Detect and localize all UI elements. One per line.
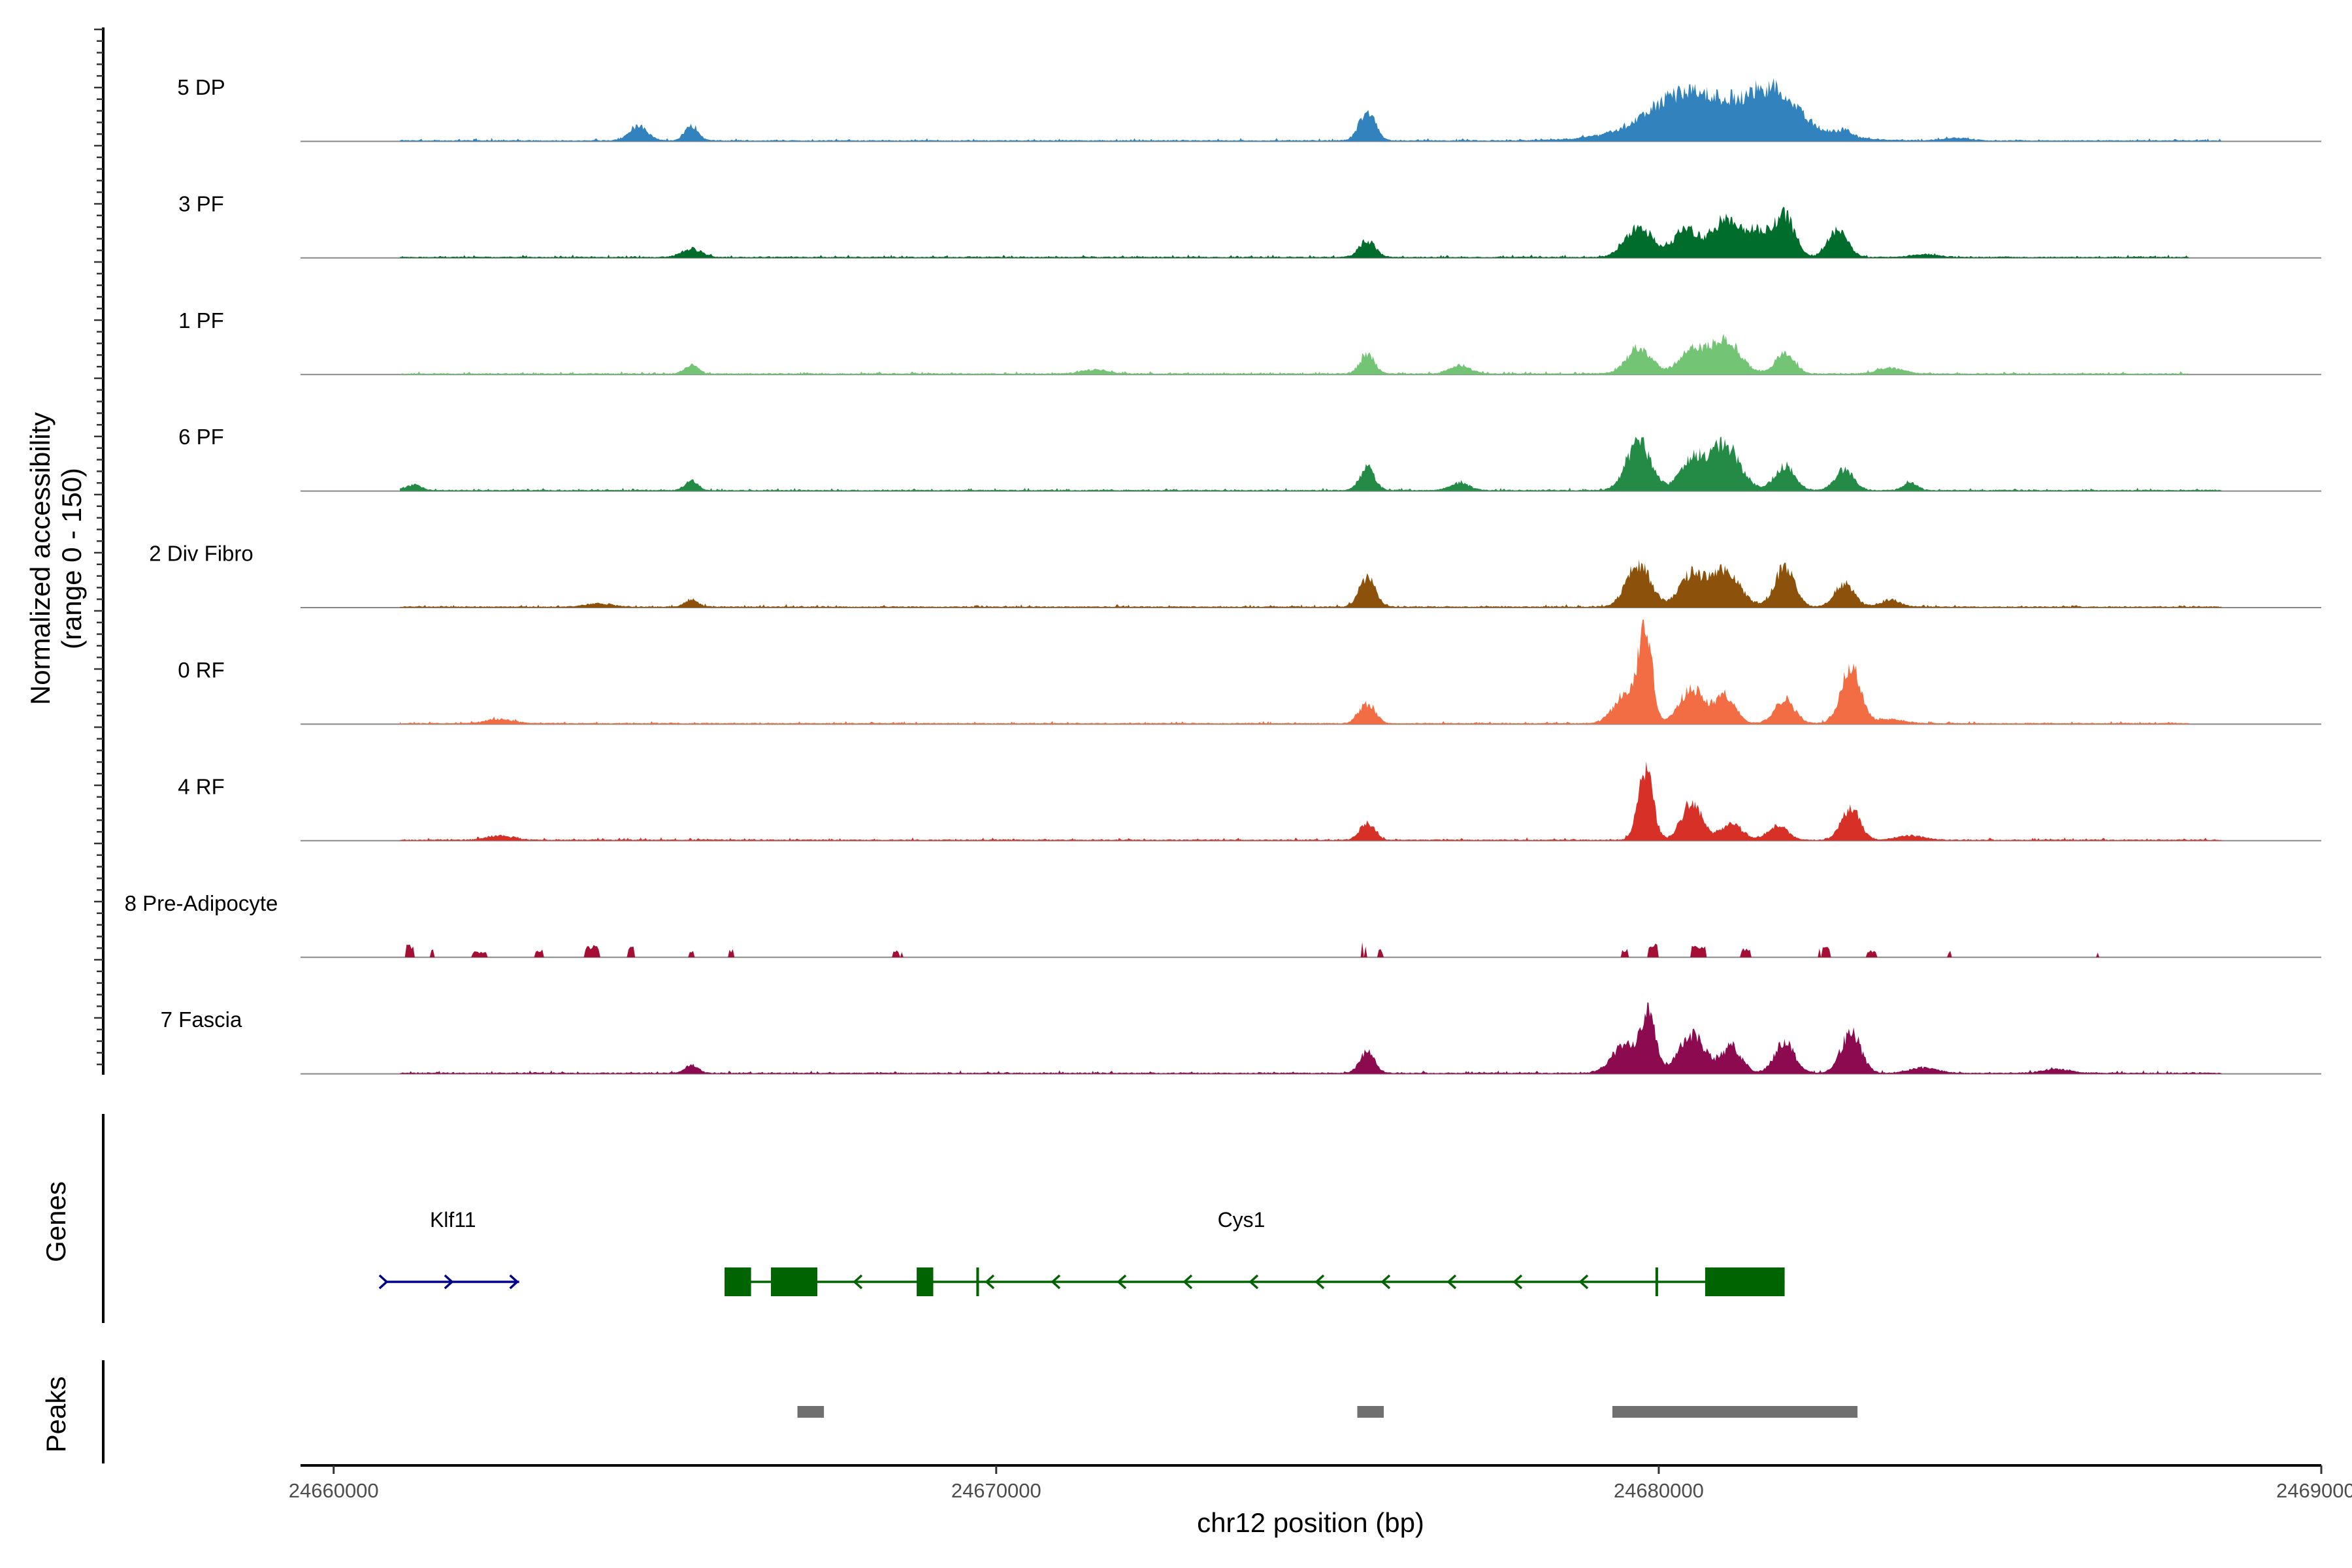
strand-arrow: [378, 1274, 389, 1290]
track-label: 4 RF: [178, 774, 225, 798]
track-2-div-fibro: 2 Div Fibro: [149, 542, 2321, 608]
strand-arrow: [1578, 1274, 1589, 1290]
y-axis-title-line1: Normalized accessibility: [25, 412, 56, 705]
coverage-area-7-fascia: [400, 1002, 2222, 1074]
gene-cys1: Cys1: [725, 1208, 1785, 1296]
strand-arrow: [1249, 1274, 1259, 1290]
peak-region: [1357, 1406, 1384, 1418]
track-6-pf: 6 PF: [178, 425, 2321, 492]
exon: [771, 1267, 817, 1296]
genes-panel-title: Genes: [41, 1181, 71, 1262]
track-3-pf: 3 PF: [178, 191, 2321, 259]
track-5-dp: 5 DP: [177, 75, 2321, 142]
genes-panel: Klf11 Cys1: [378, 1208, 1785, 1296]
track-label: 6 PF: [178, 425, 224, 449]
strand-arrow: [1446, 1274, 1457, 1290]
track-1-pf: 1 PF: [178, 308, 2321, 376]
coverage-tracks: 5 DP 3 PF 1 PF 6 PF 2 Div Fibro 0 RF 4 RF 8 Pre…: [125, 75, 2321, 1075]
x-axis-title: chr12 position (bp): [1197, 1507, 1424, 1538]
exon: [725, 1267, 751, 1296]
exon: [1705, 1267, 1785, 1296]
track-label: 7 Fascia: [161, 1007, 242, 1032]
x-axis-ticks: 24660000 24670000 24680000 24690000: [289, 1465, 2352, 1502]
track-0-rf: 0 RF: [178, 619, 2321, 725]
peak-region: [797, 1406, 825, 1418]
coverage-area-5-dp: [400, 78, 2222, 142]
peak-region: [1612, 1406, 1858, 1418]
track-label: 3 PF: [178, 191, 224, 216]
coverage-area-4-rf: [400, 761, 2222, 841]
y-axis-title: Normalized accessibility (range 0 - 150): [25, 412, 87, 705]
exon: [1655, 1267, 1658, 1296]
coverage-area-0-rf: [400, 619, 2189, 725]
strand-arrow: [985, 1274, 995, 1290]
coverage-area-2-div-fibro: [400, 559, 2222, 608]
track-8-pre-adipocyte: 8 Pre-Adipocyte: [125, 891, 2321, 958]
y-axis-title-line2: (range 0 - 150): [56, 468, 87, 649]
coverage-area-1-pf: [400, 333, 2189, 375]
gene-label: Cys1: [1218, 1208, 1266, 1232]
strand-arrow: [1051, 1274, 1061, 1290]
x-tick-label: 24660000: [289, 1479, 379, 1502]
track-label: 2 Div Fibro: [149, 542, 253, 566]
track-4-rf: 4 RF: [178, 761, 2321, 841]
coverage-area-3-pf: [400, 206, 2189, 258]
strand-arrow: [1380, 1274, 1391, 1290]
track-label: 8 Pre-Adipocyte: [125, 891, 278, 915]
x-tick-label: 24690000: [2276, 1479, 2352, 1502]
track-label: 1 PF: [178, 308, 224, 333]
track-label: 5 DP: [177, 75, 225, 99]
strand-arrow: [853, 1274, 863, 1290]
exon: [917, 1267, 934, 1296]
gene-klf11: Klf11: [378, 1208, 519, 1290]
coverage-area-8-pre-adipocyte: [400, 941, 2123, 958]
peaks-panel-title: Peaks: [41, 1377, 71, 1453]
coverage-area-6-pf: [400, 436, 2222, 491]
coverage-y-ticks: [94, 28, 103, 1066]
strand-arrow: [1183, 1274, 1193, 1290]
gene-label: Klf11: [430, 1208, 476, 1232]
track-label: 0 RF: [178, 658, 225, 682]
strand-arrow: [444, 1274, 454, 1290]
x-tick-label: 24680000: [1614, 1479, 1704, 1502]
strand-arrow: [1315, 1274, 1325, 1290]
strand-arrow: [1117, 1274, 1127, 1290]
exon: [976, 1267, 979, 1296]
strand-arrow: [1512, 1274, 1523, 1290]
x-tick-label: 24670000: [951, 1479, 1041, 1502]
strand-arrow: [509, 1274, 519, 1290]
track-7-fascia: 7 Fascia: [161, 1002, 2321, 1075]
peaks-panel: [797, 1406, 1858, 1418]
